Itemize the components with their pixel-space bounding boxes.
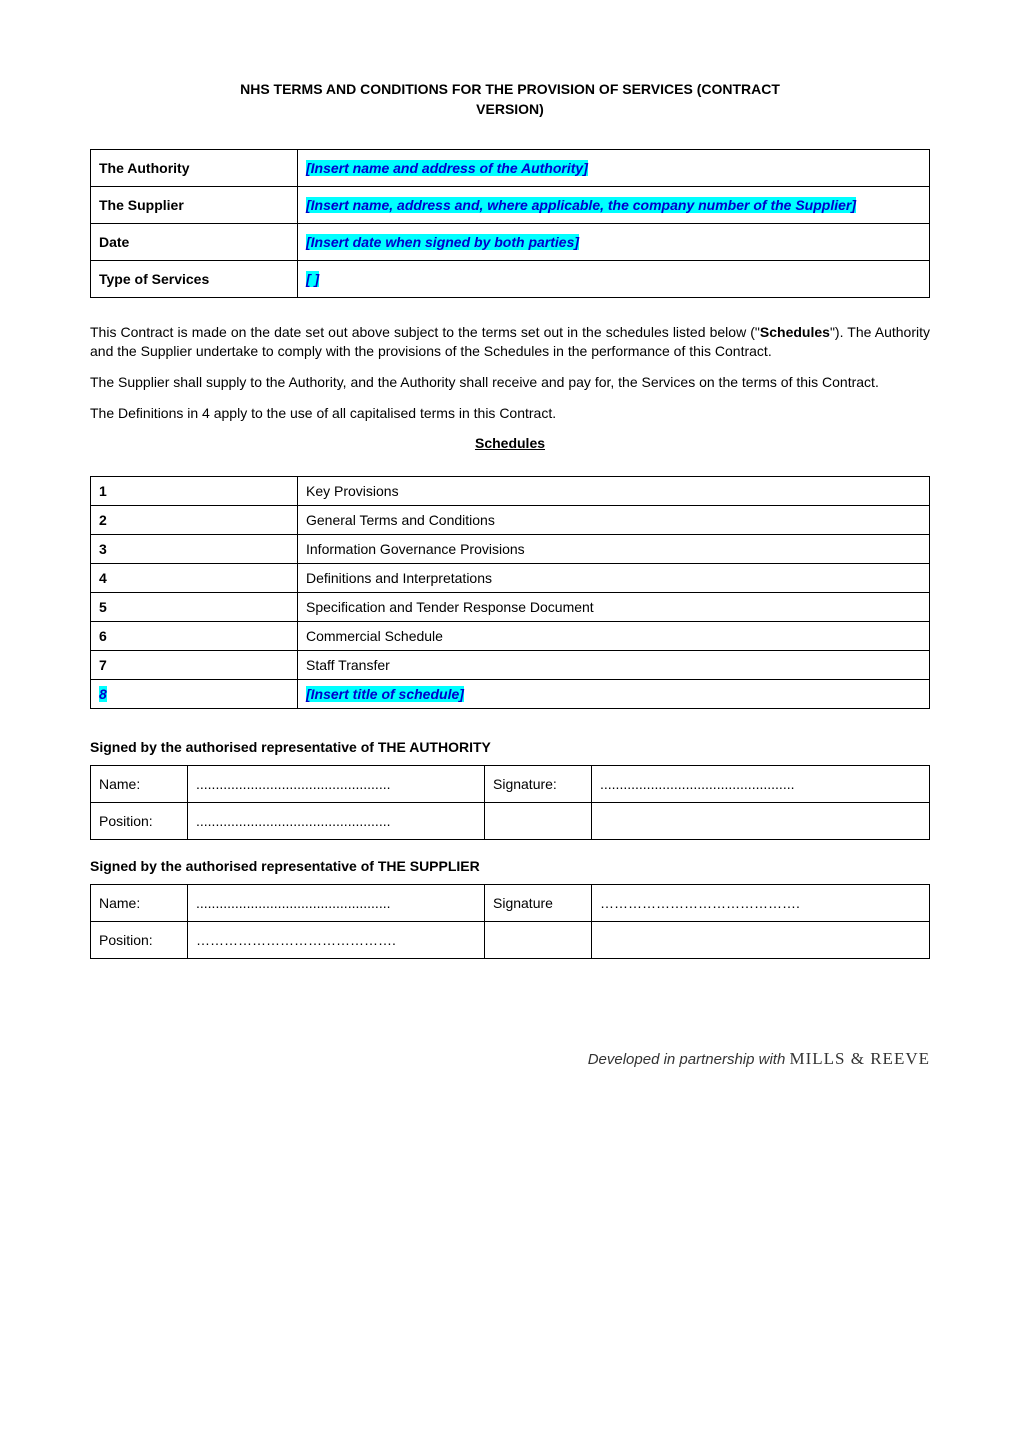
footer: Developed in partnership with MILLS & RE… [90,1049,930,1069]
position-field[interactable]: ........................................… [188,802,485,839]
footer-text: Developed in partnership with [588,1051,790,1068]
empty-cell [592,802,930,839]
intro-para-3: The Definitions in 4 apply to the use of… [90,404,930,423]
table-row: Date[Insert date when signed by both par… [91,224,930,261]
party-value: [Insert name, address and, where applica… [298,187,930,224]
name-label: Name: [91,884,188,921]
empty-cell [592,921,930,958]
para1-a: This Contract is made on the date set ou… [90,324,760,340]
table-row: 2General Terms and Conditions [91,505,930,534]
schedule-title: Information Governance Provisions [298,534,930,563]
party-value: [ ] [298,261,930,298]
intro-para-2: The Supplier shall supply to the Authori… [90,373,930,392]
position-label: Position: [91,921,188,958]
party-value: [Insert name and address of the Authorit… [298,150,930,187]
empty-cell [485,802,592,839]
schedule-title: Key Provisions [298,476,930,505]
party-value: [Insert date when signed by both parties… [298,224,930,261]
table-row: 7Staff Transfer [91,650,930,679]
schedule-number: 4 [91,563,298,592]
schedules-table: 1Key Provisions2General Terms and Condit… [90,476,930,709]
empty-cell [485,921,592,958]
schedules-heading: Schedules [90,435,930,451]
intro-para-1: This Contract is made on the date set ou… [90,323,930,361]
name-field[interactable]: ........................................… [188,765,485,802]
schedule-number: 2 [91,505,298,534]
schedule-number: 6 [91,621,298,650]
schedule-title: Commercial Schedule [298,621,930,650]
schedule-number: 1 [91,476,298,505]
name-label: Name: [91,765,188,802]
table-row: 3Information Governance Provisions [91,534,930,563]
title-line-2: VERSION) [476,101,544,117]
sign-authority-heading: Signed by the authorised representative … [90,739,930,755]
position-label: Position: [91,802,188,839]
footer-brand: MILLS & REEVE [790,1049,931,1068]
schedule-title: [Insert title of schedule] [298,679,930,708]
signature-field[interactable]: ……………………………………. [592,884,930,921]
table-row: The Authority[Insert name and address of… [91,150,930,187]
schedule-number: 3 [91,534,298,563]
signature-table-supplier: Name: ..................................… [90,884,930,959]
signature-label: Signature [485,884,592,921]
para1-b: Schedules [760,324,830,340]
table-row: 1Key Provisions [91,476,930,505]
name-field[interactable]: ........................................… [188,884,485,921]
table-row: Position: ..............................… [91,802,930,839]
table-row: 5Specification and Tender Response Docum… [91,592,930,621]
table-row: The Supplier[Insert name, address and, w… [91,187,930,224]
position-field[interactable]: ……………………………………. [188,921,485,958]
table-row: 8[Insert title of schedule] [91,679,930,708]
table-row: Position: ……………………………………. [91,921,930,958]
party-label: Date [91,224,298,261]
party-label: Type of Services [91,261,298,298]
title-line-1: NHS TERMS AND CONDITIONS FOR THE PROVISI… [240,81,780,97]
table-row: Name: ..................................… [91,884,930,921]
parties-table: The Authority[Insert name and address of… [90,149,930,298]
signature-label: Signature: [485,765,592,802]
table-row: 4Definitions and Interpretations [91,563,930,592]
party-label: The Supplier [91,187,298,224]
schedule-title: General Terms and Conditions [298,505,930,534]
schedule-title: Definitions and Interpretations [298,563,930,592]
schedule-number: 7 [91,650,298,679]
schedule-title: Specification and Tender Response Docume… [298,592,930,621]
schedule-number: 8 [91,679,298,708]
document-title: NHS TERMS AND CONDITIONS FOR THE PROVISI… [90,80,930,119]
signature-field[interactable]: ........................................… [592,765,930,802]
signature-table-authority: Name: ..................................… [90,765,930,840]
table-row: Type of Services[ ] [91,261,930,298]
sign-supplier-heading: Signed by the authorised representative … [90,858,930,874]
table-row: 6Commercial Schedule [91,621,930,650]
party-label: The Authority [91,150,298,187]
table-row: Name: ..................................… [91,765,930,802]
schedule-number: 5 [91,592,298,621]
schedule-title: Staff Transfer [298,650,930,679]
